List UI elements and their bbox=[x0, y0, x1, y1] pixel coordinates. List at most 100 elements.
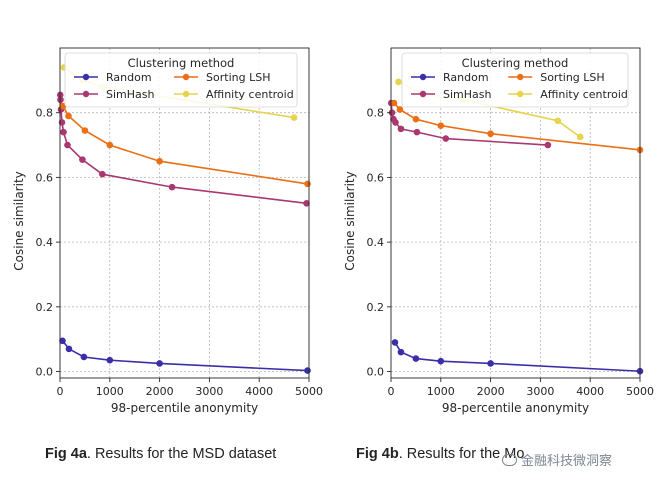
data-point bbox=[290, 114, 298, 121]
data-point bbox=[106, 141, 114, 149]
data-point bbox=[412, 115, 420, 123]
wechat-icon bbox=[502, 453, 517, 466]
caption-fig-4b: Fig 4b. Results for the Mo bbox=[356, 446, 524, 462]
legend-label: Random bbox=[106, 71, 152, 84]
data-point bbox=[391, 339, 399, 346]
data-point bbox=[390, 99, 398, 107]
x-tick-label: 4000 bbox=[576, 385, 604, 398]
data-point bbox=[79, 156, 86, 163]
data-point bbox=[413, 128, 421, 136]
data-point bbox=[397, 348, 405, 356]
data-point bbox=[487, 360, 494, 367]
legend-swatch-marker bbox=[419, 90, 427, 98]
data-point bbox=[388, 109, 396, 117]
data-point bbox=[396, 106, 404, 113]
data-point bbox=[395, 78, 402, 86]
data-point bbox=[304, 367, 311, 374]
legend-title: Clustering method bbox=[462, 56, 569, 70]
legend-swatch-marker bbox=[517, 90, 524, 98]
y-tick-label: 0.8 bbox=[367, 107, 385, 120]
data-point bbox=[437, 122, 445, 129]
x-tick-label: 2000 bbox=[146, 385, 174, 398]
data-point bbox=[576, 133, 584, 141]
y-tick-label: 0.8 bbox=[36, 107, 54, 120]
data-point bbox=[99, 170, 106, 178]
data-point bbox=[544, 141, 552, 149]
legend-label: Affinity centroid bbox=[206, 88, 294, 101]
y-tick-label: 0.6 bbox=[36, 171, 54, 184]
y-tick-label: 0.0 bbox=[36, 366, 54, 379]
legend-label: Sorting LSH bbox=[206, 71, 270, 84]
series-line-random bbox=[394, 341, 641, 372]
caption-fig-4b-text: . Results for the Mo bbox=[398, 446, 525, 462]
y-tick-label: 0.4 bbox=[36, 236, 54, 249]
data-point bbox=[303, 199, 310, 207]
series-line-random bbox=[61, 340, 308, 372]
axes-frame bbox=[59, 47, 310, 379]
legend-label: Sorting LSH bbox=[540, 71, 604, 84]
y-axis-label: Cosine similarity bbox=[12, 171, 26, 270]
data-point bbox=[65, 345, 73, 353]
y-tick-label: 0.0 bbox=[367, 366, 385, 379]
axes-frame bbox=[390, 47, 641, 379]
x-tick-label: 1000 bbox=[427, 385, 455, 398]
legend-swatch-marker bbox=[82, 90, 90, 98]
legend-swatch-marker bbox=[82, 73, 90, 81]
data-point bbox=[392, 119, 399, 126]
watermark-text: 金融科技微洞察 bbox=[521, 454, 613, 469]
x-tick-label: 0 bbox=[388, 385, 395, 398]
y-tick-label: 0.4 bbox=[367, 236, 385, 249]
data-point bbox=[65, 112, 72, 120]
data-point bbox=[487, 130, 494, 138]
x-tick-label: 3000 bbox=[526, 385, 554, 398]
series-line-simhash bbox=[390, 102, 548, 146]
legend-swatch-marker bbox=[182, 73, 190, 81]
y-axis-label: Cosine similarity bbox=[343, 171, 357, 270]
data-point bbox=[412, 355, 420, 362]
data-point bbox=[304, 180, 311, 188]
legend-box bbox=[64, 52, 298, 108]
data-point bbox=[60, 128, 67, 136]
x-tick-label: 3000 bbox=[195, 385, 223, 398]
legend-title: Clustering method bbox=[128, 56, 235, 70]
series-line-simhash bbox=[59, 94, 307, 205]
legend-label: SimHash bbox=[106, 88, 154, 101]
watermark: 金融科技微洞察 bbox=[502, 450, 612, 469]
data-point bbox=[437, 357, 445, 365]
data-point bbox=[81, 127, 89, 134]
x-tick-label: 5000 bbox=[626, 385, 654, 398]
x-axis-label: 98-percentile anonymity bbox=[111, 401, 258, 415]
data-point bbox=[397, 125, 405, 133]
data-point bbox=[59, 337, 66, 345]
caption-fig-4a-text: . Results for the MSD dataset bbox=[86, 446, 277, 462]
data-point bbox=[442, 135, 450, 142]
data-point bbox=[106, 356, 114, 364]
x-tick-label: 5000 bbox=[295, 385, 323, 398]
data-point bbox=[156, 360, 163, 367]
y-tick-label: 0.2 bbox=[367, 301, 385, 314]
data-point bbox=[80, 353, 88, 361]
caption-fig-4a: Fig 4a. Results for the MSD dataset bbox=[45, 446, 276, 462]
chart-panel-0: 0 1000 2000 3000 4000 5000 0.0 0.2 0.4 0.6 0.8 98-p… bbox=[12, 47, 323, 415]
legend-swatch-marker bbox=[419, 73, 427, 81]
y-tick-label: 0.6 bbox=[367, 171, 385, 184]
data-point bbox=[64, 141, 71, 149]
y-tick-label: 0.2 bbox=[36, 301, 54, 314]
legend-label: Affinity centroid bbox=[540, 88, 628, 101]
data-point bbox=[168, 183, 176, 191]
x-axis-label: 98-percentile anonymity bbox=[442, 401, 589, 415]
legend-swatch-marker bbox=[517, 73, 524, 81]
legend-label: Random bbox=[443, 71, 489, 84]
x-tick-label: 1000 bbox=[96, 385, 124, 398]
x-tick-label: 2000 bbox=[477, 385, 505, 398]
caption-fig-4b-label: Fig 4b bbox=[356, 446, 399, 462]
chart-panel-1: 0 1000 2000 3000 4000 5000 0.0 0.2 0.4 0.6 0.8 98-p… bbox=[343, 47, 654, 415]
data-point bbox=[57, 96, 64, 104]
legend-box bbox=[401, 52, 629, 108]
legend-swatch-marker bbox=[182, 90, 190, 98]
x-tick-label: 4000 bbox=[245, 385, 273, 398]
data-point bbox=[554, 117, 562, 125]
caption-fig-4a-label: Fig 4a bbox=[45, 446, 87, 462]
data-point bbox=[156, 157, 163, 165]
